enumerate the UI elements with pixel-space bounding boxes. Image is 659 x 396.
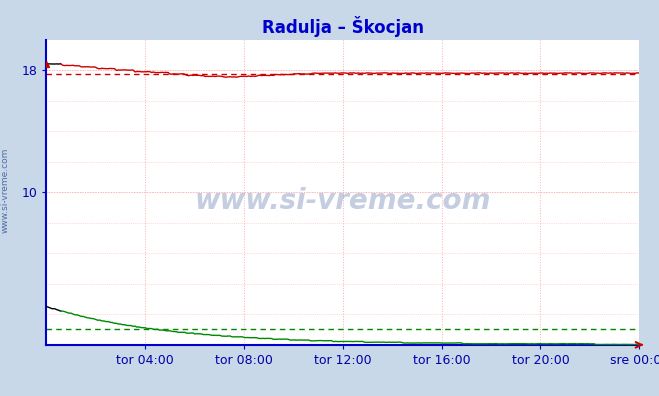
Text: www.si-vreme.com: www.si-vreme.com [194,187,491,215]
Title: Radulja – Škocjan: Radulja – Škocjan [262,16,424,37]
Text: www.si-vreme.com: www.si-vreme.com [1,147,10,233]
